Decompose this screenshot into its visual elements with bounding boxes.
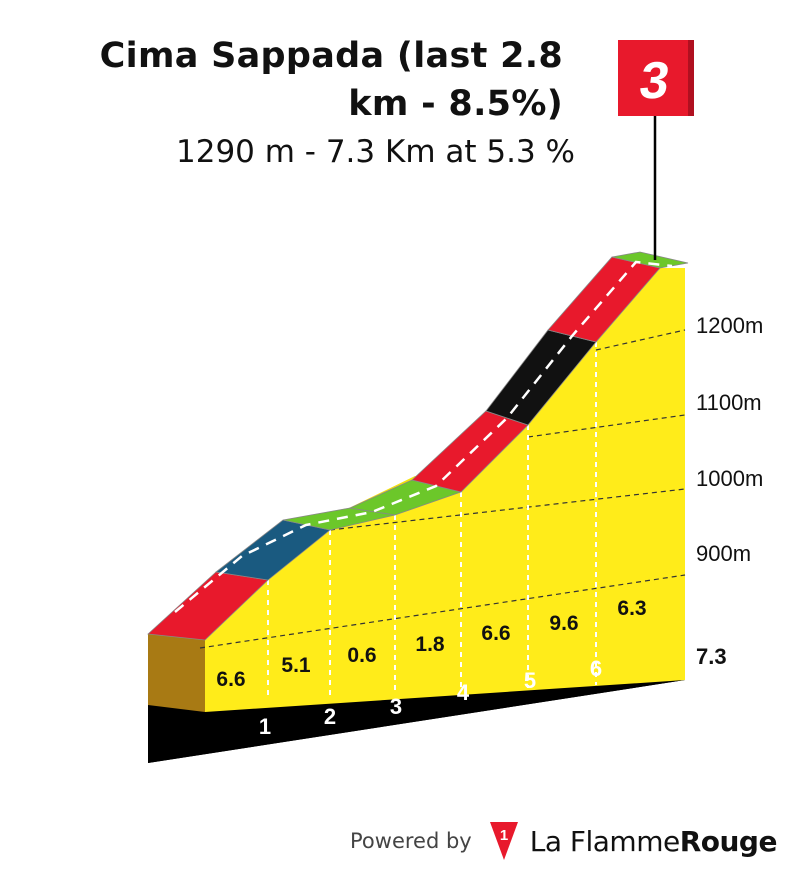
km-marker-label: 3 <box>390 694 402 719</box>
gradient-label: 5.1 <box>281 654 311 677</box>
gradient-segment <box>611 251 689 269</box>
logo-mark: 1 <box>500 827 508 844</box>
gradient-label: 0.6 <box>347 644 376 667</box>
elevation-tick-label: 1000m <box>696 466 763 491</box>
km-marker-label: 2 <box>324 704 336 729</box>
gradient-label: 1.8 <box>415 633 445 656</box>
elevation-gridline <box>329 488 686 531</box>
gradient-label: 6.6 <box>481 622 510 645</box>
gradient-label: 6.3 <box>617 597 646 620</box>
category-flag-group: 3 <box>618 40 694 260</box>
km-marker-label: 5 <box>524 668 536 693</box>
km-marker-label: 6 <box>590 656 602 681</box>
km-marker-label: 4 <box>457 680 470 705</box>
powered-by-text: Powered by <box>350 829 472 853</box>
title-line-2: km - 8.5%) <box>348 84 563 124</box>
category-flag-shadow <box>688 40 694 116</box>
profile-labels: 6.6 5.1 0.6 1.8 6.6 9.6 6.3 1 2 3 4 5 6 7.3 900m 1000m 1… <box>216 313 763 739</box>
gradient-label: 9.6 <box>549 612 578 635</box>
elevation-tick-label: 1100m <box>696 390 762 415</box>
chart-title: Cima Sappada (last 2.8 km - 8.5%) <box>40 32 563 128</box>
elevation-gridline <box>595 329 686 351</box>
title-line-1: Cima Sappada (last 2.8 <box>99 36 563 76</box>
elevation-gridline <box>199 574 686 649</box>
gradient-label: 6.6 <box>216 668 245 691</box>
flamme-rouge-logo-icon: 1 <box>489 822 518 860</box>
category-flag <box>618 40 694 116</box>
chart-subtitle: 1290 m - 7.3 Km at 5.3 % <box>176 134 575 170</box>
km-marker-label: 1 <box>259 714 271 739</box>
footer: Powered by 1 La Flamme Rouge <box>350 818 777 864</box>
profile-fill <box>205 268 685 712</box>
brand-name-bold: Rouge <box>679 824 778 858</box>
elevation-tick-label: 1200m <box>696 313 763 338</box>
profile-top-surface <box>147 251 689 641</box>
elevation-tick-label: 900m <box>696 541 751 566</box>
elevation-grid <box>199 329 686 700</box>
profile-start-face <box>148 634 205 712</box>
road-centerline <box>174 260 673 613</box>
total-distance-label: 7.3 <box>696 644 727 669</box>
brand-name-light: La Flamme <box>529 824 680 858</box>
